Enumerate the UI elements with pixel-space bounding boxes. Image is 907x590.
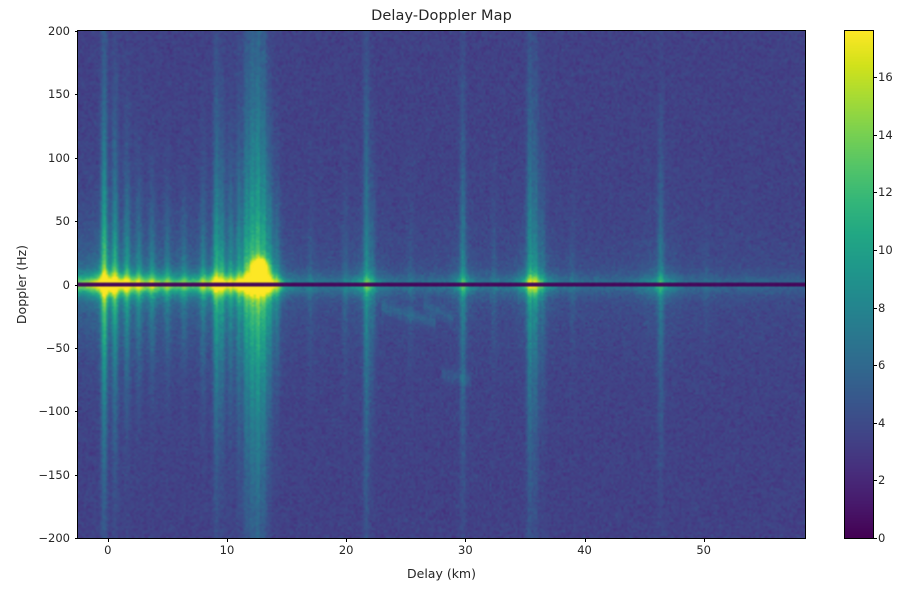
- colorbar-tick-mark: [873, 192, 877, 194]
- y-tick-mark: [74, 157, 78, 159]
- y-tick-mark: [74, 31, 78, 32]
- x-tick-label: 10: [219, 543, 235, 557]
- x-tick-mark: [465, 538, 467, 542]
- y-tick-mark: [74, 94, 78, 96]
- x-tick-mark: [703, 538, 705, 542]
- y-tick-label: −100: [38, 404, 70, 419]
- x-tick-label: 50: [696, 543, 712, 557]
- x-tick-mark: [584, 538, 586, 542]
- y-tick-label: −200: [38, 531, 70, 545]
- colorbar-tick-label: 4: [878, 415, 886, 430]
- y-tick-label: 200: [48, 24, 70, 38]
- y-tick-mark: [74, 474, 78, 476]
- page-title: Delay-Doppler Map: [371, 8, 512, 24]
- x-tick-label: 20: [338, 543, 354, 557]
- x-tick-mark: [346, 538, 348, 542]
- colorbar-tick-mark: [873, 77, 877, 79]
- x-axis-label: Delay (km): [407, 566, 476, 581]
- colorbar-tick-label: 0: [878, 531, 886, 545]
- colorbar-tick-label: 8: [878, 300, 886, 315]
- y-tick-mark: [74, 411, 78, 413]
- y-tick-mark: [74, 284, 78, 286]
- colorbar-tick-label: 14: [878, 127, 893, 142]
- y-axis-label: Doppler (Hz): [14, 244, 29, 325]
- colorbar-tick-mark: [873, 422, 877, 424]
- heatmap-plot-area[interactable]: [77, 30, 806, 539]
- y-tick-label: 100: [48, 150, 70, 165]
- x-tick-mark: [107, 538, 109, 542]
- colorbar[interactable]: [844, 30, 874, 539]
- y-tick-mark: [74, 347, 78, 349]
- y-tick-label: 50: [55, 214, 70, 229]
- colorbar-tick-label: 10: [878, 242, 893, 257]
- x-tick-label: 0: [104, 543, 112, 557]
- y-tick-mark: [74, 538, 78, 539]
- colorbar-tick-mark: [873, 307, 877, 309]
- colorbar-tick-mark: [873, 134, 877, 136]
- y-tick-label: 0: [62, 277, 70, 292]
- y-tick-mark: [74, 221, 78, 223]
- colorbar-tick-mark: [873, 480, 877, 482]
- colorbar-tick-label: 16: [878, 70, 893, 85]
- y-tick-label: −50: [45, 340, 70, 355]
- colorbar-gradient: [845, 31, 873, 538]
- delay-doppler-heatmap[interactable]: [78, 31, 805, 538]
- colorbar-tick-mark: [873, 365, 877, 367]
- y-tick-label: −150: [38, 467, 70, 482]
- colorbar-tick-label: 2: [878, 473, 886, 488]
- colorbar-tick-mark: [873, 249, 877, 251]
- x-tick-label: 30: [458, 543, 473, 557]
- y-tick-label: 150: [48, 87, 70, 102]
- colorbar-tick-label: 6: [878, 358, 886, 373]
- colorbar-tick-mark: [873, 538, 877, 539]
- x-tick-mark: [226, 538, 228, 542]
- x-tick-label: 40: [577, 543, 592, 557]
- colorbar-tick-label: 12: [878, 185, 893, 200]
